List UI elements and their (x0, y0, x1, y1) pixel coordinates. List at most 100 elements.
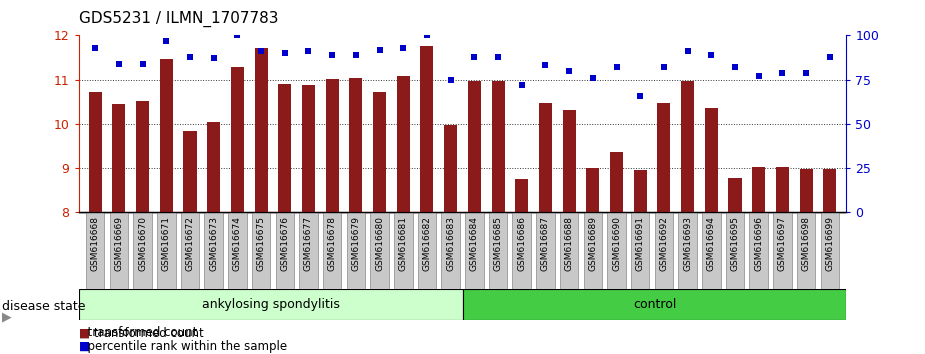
Point (586, 75, 600, 81)
Text: ankylosing spondylitis: ankylosing spondylitis (202, 298, 339, 311)
Text: GSM616689: GSM616689 (588, 216, 598, 271)
Text: percentile rank within the sample: percentile rank within the sample (80, 340, 287, 353)
Point (230, 33, 245, 38)
Text: GSM616686: GSM616686 (517, 216, 526, 271)
Bar (136, 101, 149, 212)
Bar (799, 170, 812, 212)
Point (135, 61, 150, 67)
Point (514, 82, 529, 88)
Text: ■ transformed count: ■ transformed count (79, 326, 204, 339)
Text: GSM616691: GSM616691 (635, 216, 645, 271)
Bar (350, 78, 363, 212)
Text: GSM616697: GSM616697 (778, 216, 787, 271)
Text: GSM616668: GSM616668 (91, 216, 100, 271)
FancyBboxPatch shape (180, 212, 199, 289)
Bar (610, 152, 623, 212)
Text: GSM616672: GSM616672 (186, 216, 194, 271)
Point (561, 68, 576, 74)
Bar (113, 103, 126, 212)
Text: GSM616692: GSM616692 (660, 216, 669, 271)
Bar (752, 167, 765, 212)
FancyBboxPatch shape (441, 212, 460, 289)
FancyBboxPatch shape (347, 212, 365, 289)
FancyBboxPatch shape (512, 212, 531, 289)
Point (538, 63, 553, 68)
Bar (562, 110, 575, 212)
FancyBboxPatch shape (773, 212, 792, 289)
Text: GSM616674: GSM616674 (233, 216, 242, 271)
FancyBboxPatch shape (204, 212, 223, 289)
Bar (462, 289, 846, 320)
Bar (729, 178, 742, 212)
FancyBboxPatch shape (276, 212, 294, 289)
Point (610, 64, 624, 70)
Point (775, 70, 790, 75)
Text: GSM616690: GSM616690 (612, 216, 621, 271)
Text: GSM616679: GSM616679 (352, 216, 361, 271)
Text: ▶: ▶ (2, 310, 11, 323)
Text: GSM616699: GSM616699 (825, 216, 834, 271)
FancyBboxPatch shape (299, 212, 317, 289)
Bar (183, 131, 196, 212)
Point (349, 52, 364, 58)
Bar (160, 59, 173, 212)
Point (798, 70, 813, 75)
Text: GSM616678: GSM616678 (327, 216, 337, 271)
FancyBboxPatch shape (702, 212, 721, 289)
FancyBboxPatch shape (370, 212, 388, 289)
Text: disease state: disease state (2, 300, 85, 313)
Bar (302, 85, 315, 212)
Point (253, 48, 268, 54)
FancyBboxPatch shape (228, 212, 247, 289)
Bar (89, 92, 102, 212)
Text: ■: ■ (79, 340, 90, 353)
Bar (681, 80, 694, 212)
Bar (705, 108, 718, 212)
Bar (823, 170, 836, 212)
Point (159, 38, 174, 44)
Point (325, 52, 339, 58)
Bar (231, 67, 244, 212)
Bar (468, 80, 481, 212)
Point (396, 45, 411, 51)
Point (206, 56, 221, 61)
Text: GSM616683: GSM616683 (446, 216, 455, 271)
Point (443, 77, 458, 82)
Text: GSM616694: GSM616694 (707, 216, 716, 271)
FancyBboxPatch shape (796, 212, 815, 289)
Text: GSM616677: GSM616677 (304, 216, 313, 271)
Text: ■: ■ (79, 326, 90, 339)
FancyBboxPatch shape (252, 212, 270, 289)
Text: control: control (633, 298, 676, 311)
Text: GSM616675: GSM616675 (256, 216, 265, 271)
Text: GSM616698: GSM616698 (802, 216, 810, 271)
FancyBboxPatch shape (465, 212, 484, 289)
Bar (421, 46, 434, 212)
Text: GSM616684: GSM616684 (470, 216, 479, 271)
FancyBboxPatch shape (560, 212, 578, 289)
FancyBboxPatch shape (536, 212, 555, 289)
Point (822, 54, 837, 59)
Text: GSM616696: GSM616696 (754, 216, 763, 271)
Text: GSM616671: GSM616671 (162, 216, 171, 271)
FancyBboxPatch shape (418, 212, 437, 289)
Text: GSM616682: GSM616682 (423, 216, 431, 271)
Text: GSM616681: GSM616681 (399, 216, 408, 271)
FancyBboxPatch shape (323, 212, 341, 289)
FancyBboxPatch shape (488, 212, 507, 289)
Text: GSM616685: GSM616685 (494, 216, 502, 271)
Text: GSM616670: GSM616670 (138, 216, 147, 271)
FancyBboxPatch shape (394, 212, 413, 289)
FancyBboxPatch shape (608, 212, 626, 289)
Text: GSM616669: GSM616669 (115, 216, 123, 271)
FancyBboxPatch shape (678, 212, 697, 289)
Point (680, 48, 695, 54)
FancyBboxPatch shape (110, 212, 129, 289)
Bar (658, 103, 671, 212)
Bar (326, 79, 339, 212)
Point (490, 54, 505, 59)
FancyBboxPatch shape (157, 212, 176, 289)
Point (372, 47, 387, 52)
Point (420, 33, 435, 38)
Bar (491, 81, 504, 212)
